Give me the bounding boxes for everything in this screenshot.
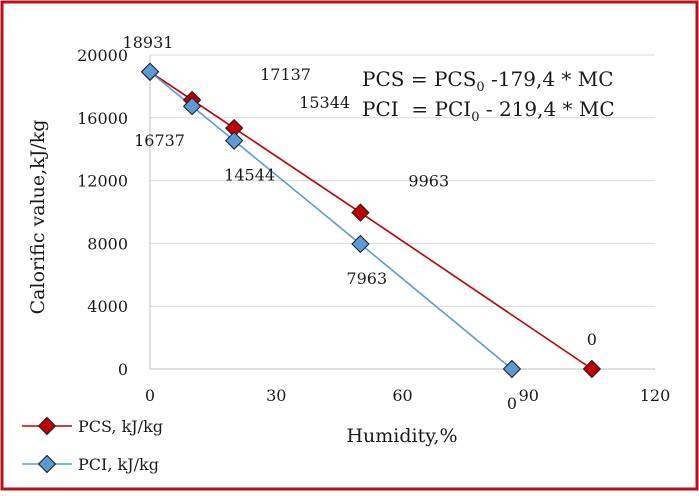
equation-pci-lhs: PCI xyxy=(362,97,399,121)
data-label-1-2: 14544 xyxy=(224,166,275,185)
data-labels: 18931 17137 15344 9963 0 16737 14544 7963 0 xyxy=(123,33,597,413)
legend-item-pci: PCI, kJ/kg xyxy=(22,454,159,474)
x-tick-label: 120 xyxy=(640,386,671,405)
equation-pci-rest: - 219,4 * MC xyxy=(479,97,614,121)
data-label-0-2: 15344 xyxy=(299,93,350,112)
data-point-1-0 xyxy=(140,62,160,81)
data-point-1-3 xyxy=(351,234,370,254)
data-label-1-4: 0 xyxy=(507,394,517,413)
data-point-0-3 xyxy=(351,203,370,222)
equation-pcs-lhs: PCS xyxy=(362,67,404,91)
data-point-0-4 xyxy=(582,359,602,379)
x-tick-labels: 0 30 60 90 120 xyxy=(145,386,670,405)
legend: PCS, kJ/kg PCI, kJ/kg xyxy=(22,416,163,474)
gridlines xyxy=(150,54,655,307)
legend-label-pcs: PCS, kJ/kg xyxy=(78,417,163,436)
equation-pcs: PCS = PCS0 -179,4 * MC xyxy=(362,67,614,95)
x-tick-label: 60 xyxy=(392,386,412,405)
data-label-1-3: 7963 xyxy=(346,269,387,288)
equation-pcs-rest: -179,4 * MC xyxy=(485,67,614,91)
equation-pci-eq: = xyxy=(399,97,435,121)
data-point-1-4 xyxy=(502,359,522,379)
equation-pci-base: PCI xyxy=(435,97,472,121)
axes xyxy=(149,55,655,370)
data-label-0-1: 17137 xyxy=(260,65,311,84)
y-tick-label: 20000 xyxy=(77,46,128,65)
equation-pci-sub: 0 xyxy=(471,110,479,125)
x-tick-label: 90 xyxy=(519,386,539,405)
y-tick-label: 4000 xyxy=(87,297,128,316)
x-tick-label: 0 xyxy=(145,386,155,405)
equation-pcs-eq: = xyxy=(404,67,433,91)
x-tick-label: 30 xyxy=(266,386,286,405)
y-tick-label: 8000 xyxy=(87,234,128,253)
data-point-1-2 xyxy=(224,131,244,150)
x-axis-title: Humidity,% xyxy=(346,425,457,447)
legend-marker-pcs xyxy=(37,416,57,436)
y-tick-label: 12000 xyxy=(77,172,128,191)
y-tick-labels: 0 4000 8000 12000 16000 20000 xyxy=(77,46,128,379)
legend-marker-pci xyxy=(37,454,57,474)
data-label-0-4: 0 xyxy=(587,330,597,349)
series-group xyxy=(140,62,602,379)
y-tick-label: 16000 xyxy=(77,109,128,128)
equation-pcs-sub: 0 xyxy=(476,80,484,95)
legend-label-pci: PCI, kJ/kg xyxy=(78,455,159,474)
equation-pci: PCI = PCI0 - 219,4 * MC xyxy=(362,97,615,125)
data-label-0-3: 9963 xyxy=(408,172,449,191)
equation-pcs-base: PCS xyxy=(434,67,476,91)
y-axis-title: Calorific value,kJ/kg xyxy=(27,120,49,315)
equations: PCS = PCS0 -179,4 * MC PCI = PCI0 - 219,… xyxy=(362,67,615,125)
legend-item-pcs: PCS, kJ/kg xyxy=(22,416,163,436)
data-label-0-0: 18931 xyxy=(123,33,174,52)
data-label-1-1: 16737 xyxy=(134,131,185,150)
data-point-0-2 xyxy=(224,118,244,138)
y-tick-label: 0 xyxy=(118,360,128,379)
data-point-1-1 xyxy=(182,97,202,116)
